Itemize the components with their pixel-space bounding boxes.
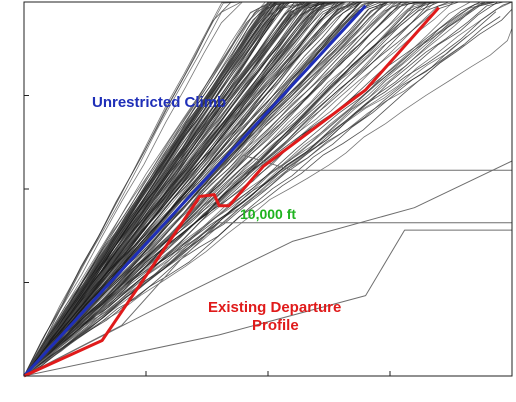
flight-track: [23, 1, 513, 377]
series-line-existing: [23, 6, 440, 378]
flight-track: [23, 1, 333, 377]
series-line-slow-climb: [23, 229, 512, 377]
annotation-profile: Profile: [252, 317, 299, 334]
flight-track: [23, 1, 326, 377]
flight-track: [23, 1, 300, 377]
flight-track: [23, 1, 513, 377]
axis-ticks: [24, 95, 391, 376]
flight-track: [23, 1, 288, 377]
flight-track: [23, 1, 242, 377]
annotation-10000-ft: 10,000 ft: [240, 206, 296, 222]
flight-track: [23, 1, 289, 377]
flight-track: [23, 1, 459, 377]
series-line-unrestricted: [22, 4, 367, 378]
flight-track: [23, 1, 345, 377]
flight-track: [23, 1, 484, 377]
flight-track: [23, 1, 449, 377]
flight-track: [23, 11, 497, 377]
flight-track: [23, 1, 449, 377]
flight-track: [23, 1, 492, 377]
annotation-existing-departure: Existing Departure: [208, 299, 341, 316]
flight-track: [23, 1, 271, 377]
flight-track: [23, 1, 285, 377]
flight-track: [23, 1, 344, 377]
flight-track: [23, 1, 275, 377]
flight-track: [23, 1, 361, 377]
flight-track: [23, 1, 429, 377]
flight-track: [23, 1, 402, 377]
flight-track: [23, 1, 291, 377]
flight-track: [23, 1, 496, 377]
series-line-lower-bound: [23, 160, 513, 377]
flight-track: [23, 1, 436, 377]
annotation-unrestricted-climb: Unrestricted Climb: [92, 94, 226, 111]
flight-track: [23, 16, 501, 377]
flight-track-bundle: [23, 1, 513, 377]
flight-track: [23, 1, 303, 377]
series-layer: [22, 4, 513, 378]
flight-track: [23, 1, 398, 377]
flight-track: [23, 28, 513, 377]
